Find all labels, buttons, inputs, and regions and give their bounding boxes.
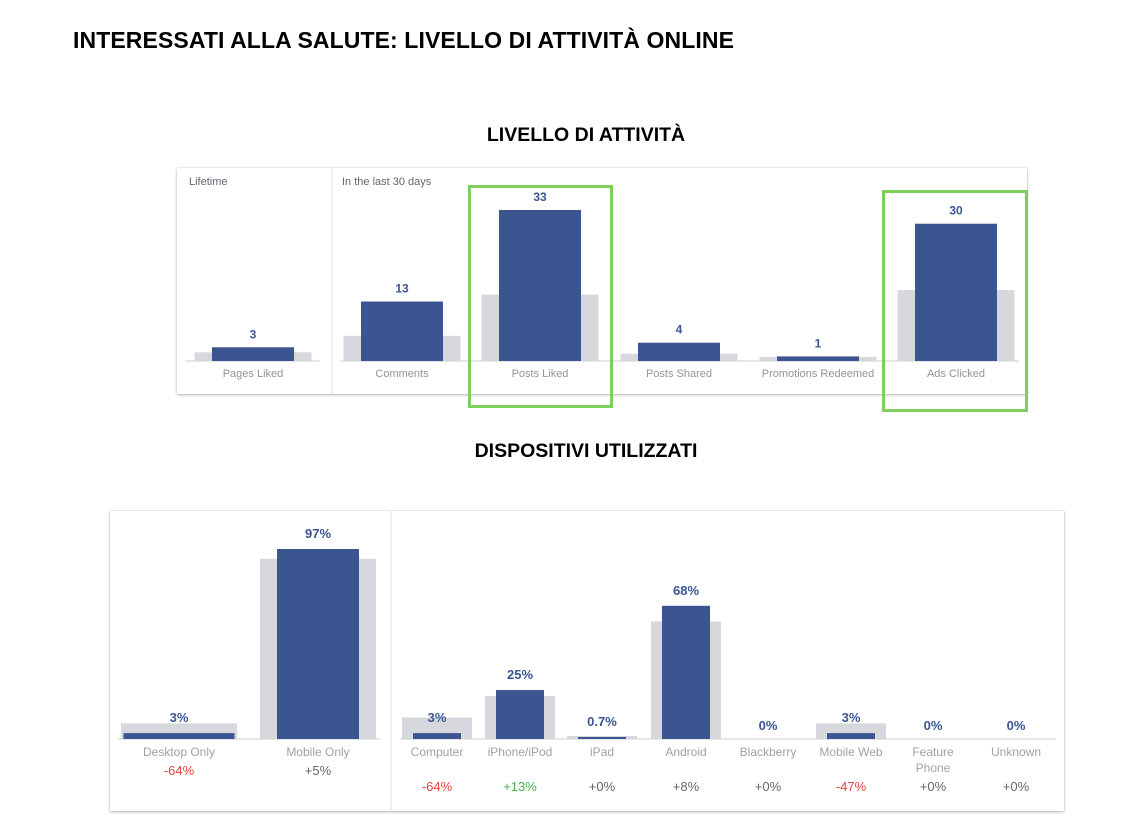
- highlight-posts-liked: [468, 185, 613, 408]
- category-label-posts-liked: Posts Liked: [512, 368, 569, 380]
- category-label-ipad: iPad: [590, 745, 614, 759]
- value-label-promotions-redeemed: 1: [815, 336, 822, 350]
- value-label-ads-clicked: 30: [949, 204, 963, 218]
- bar-promotions-redeemed: [777, 356, 859, 361]
- bar-android: [662, 605, 710, 739]
- highlight-ads-clicked: [882, 190, 1028, 412]
- activity-section-title: LIVELLO DI ATTIVITÀ: [486, 124, 686, 146]
- bar-mobile-only: [277, 549, 359, 739]
- change-label-android: +8%: [673, 779, 700, 794]
- category-label-mobile-web: Mobile Web: [819, 745, 882, 759]
- bar-pages-liked: [212, 347, 294, 361]
- value-label-ipad: 0.7%: [587, 714, 617, 729]
- value-label-android: 68%: [673, 583, 699, 598]
- bar-ipad: [578, 737, 626, 739]
- value-label-pages-liked: 3: [250, 327, 257, 341]
- value-label-mobile-web: 3%: [842, 710, 861, 725]
- value-label-blackberry: 0%: [759, 718, 778, 733]
- value-label-computer: 3%: [428, 710, 447, 725]
- value-label-posts-shared: 4: [676, 323, 683, 337]
- value-label-comments: 13: [395, 282, 409, 296]
- category-label-comments: Comments: [375, 368, 429, 380]
- bar-computer: [413, 733, 461, 739]
- devices-chart-panel: 3% Desktop Only -64% 97% Mobile Only +5% 3% Com…: [110, 511, 1064, 811]
- recent-label: In the last 30 days: [342, 176, 432, 188]
- category-label-desktop-only: Desktop Only: [143, 745, 215, 759]
- category-label-iphone-ipod: iPhone/iPod: [488, 745, 553, 759]
- activity-chart: Lifetime In the last 30 days 3 Pages Liked 1…: [185, 168, 1019, 394]
- bar-mobile-web: [827, 733, 875, 739]
- change-label-feature-phone: +0%: [920, 779, 947, 794]
- value-label-iphone-ipod: 25%: [507, 667, 533, 682]
- category-label-mobile-only: Mobile Only: [286, 745, 349, 759]
- change-label-desktop-only: -64%: [164, 763, 195, 778]
- devices-section-title: DISPOSITIVI UTILIZZATI: [474, 440, 698, 462]
- category-label-computer: Computer: [411, 745, 464, 759]
- activity-chart-panel: Lifetime In the last 30 days 3 Pages Liked 1…: [177, 168, 1027, 394]
- change-label-iphone-ipod: +13%: [503, 779, 537, 794]
- value-label-unknown: 0%: [1007, 718, 1026, 733]
- category-label-android: Android: [665, 745, 706, 759]
- devices-chart: 3% Desktop Only -64% 97% Mobile Only +5% 3% Com…: [118, 511, 1056, 811]
- value-label-desktop-only: 3%: [170, 710, 189, 725]
- bar-comments: [361, 301, 443, 361]
- bar-posts-shared: [638, 342, 720, 361]
- bar-ads-clicked: [915, 223, 997, 361]
- category-label-feature-phone-line1: Feature: [912, 745, 954, 759]
- bar-desktop-only: [123, 733, 235, 739]
- value-label-feature-phone: 0%: [924, 718, 943, 733]
- lifetime-label: Lifetime: [189, 176, 228, 188]
- category-label-pages-liked: Pages Liked: [223, 368, 284, 380]
- category-label-feature-phone-line2: Phone: [916, 761, 951, 775]
- change-label-ipad: +0%: [589, 779, 616, 794]
- category-label-posts-shared: Posts Shared: [646, 368, 712, 380]
- change-label-unknown: +0%: [1003, 779, 1030, 794]
- page-title: INTERESSATI ALLA SALUTE: LIVELLO DI ATTI…: [73, 27, 735, 53]
- category-label-unknown: Unknown: [991, 745, 1041, 759]
- bar-iphone-ipod: [496, 690, 544, 739]
- change-label-computer: -64%: [422, 779, 453, 794]
- category-label-blackberry: Blackberry: [740, 745, 797, 759]
- change-label-mobile-web: -47%: [836, 779, 867, 794]
- category-label-ads-clicked: Ads Clicked: [927, 368, 985, 380]
- bar-posts-liked: [499, 210, 581, 361]
- change-label-blackberry: +0%: [755, 779, 782, 794]
- category-label-promotions-redeemed: Promotions Redeemed: [762, 368, 875, 380]
- change-label-mobile-only: +5%: [305, 763, 332, 778]
- value-label-posts-liked: 33: [533, 190, 547, 204]
- value-label-mobile-only: 97%: [305, 526, 331, 541]
